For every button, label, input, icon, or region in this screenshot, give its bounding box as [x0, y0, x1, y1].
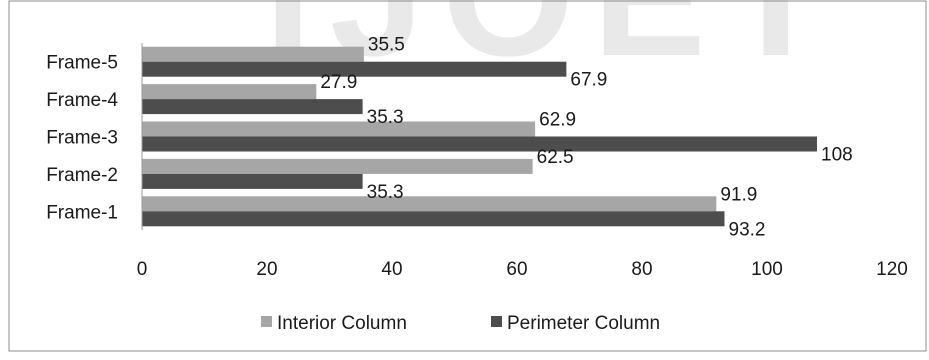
- data-label-perimeter-frame-3: 108: [821, 145, 853, 166]
- category-label-frame-1: Frame-1: [46, 202, 118, 223]
- data-label-interior-frame-3: 62.9: [539, 110, 576, 131]
- bar-interior-frame-5: [142, 46, 364, 62]
- data-label-perimeter-frame-4: 35.3: [367, 107, 404, 128]
- x-tick-label-120: 120: [876, 259, 908, 280]
- category-label-frame-5: Frame-5: [46, 53, 118, 74]
- data-label-interior-frame-4: 27.9: [320, 72, 357, 93]
- bar-perimeter-frame-4: [142, 99, 363, 115]
- category-label-frame-2: Frame-2: [46, 165, 118, 186]
- bar-perimeter-frame-3: [142, 136, 817, 152]
- chart-frame: [8, 0, 927, 352]
- bar-interior-frame-4: [142, 84, 317, 100]
- legend-swatch-perimeter: [491, 316, 502, 327]
- data-label-perimeter-frame-2: 35.3: [367, 182, 404, 203]
- bar-perimeter-frame-5: [142, 61, 567, 77]
- x-tick-label-40: 40: [381, 259, 402, 280]
- data-label-interior-frame-5: 35.5: [368, 35, 405, 56]
- data-label-interior-frame-1: 91.9: [720, 184, 757, 205]
- legend-label-perimeter: Perimeter Column: [507, 313, 660, 334]
- bars-layer: [142, 46, 817, 227]
- category-label-frame-4: Frame-4: [46, 90, 118, 111]
- bar-perimeter-frame-2: [142, 173, 363, 189]
- data-label-perimeter-frame-1: 93.2: [729, 219, 766, 240]
- legend-label-interior: Interior Column: [277, 313, 407, 334]
- bar-interior-frame-2: [142, 158, 533, 174]
- x-tick-label-20: 20: [256, 259, 277, 280]
- axis-layer: Frame-1 Frame-2 Frame-3 Frame-4 Frame-5 0 20 40…: [46, 43, 908, 280]
- data-labels-layer: 91.9 93.2 62.5 35.3 62.9 108 27.9 35.3 35.5 67.9: [320, 35, 852, 241]
- x-tick-label-0: 0: [137, 259, 148, 280]
- data-label-interior-frame-2: 62.5: [537, 147, 574, 168]
- x-tick-label-100: 100: [751, 259, 783, 280]
- legend: Interior Column Perimeter Column: [261, 313, 660, 334]
- bar-interior-frame-3: [142, 121, 536, 137]
- category-label-frame-3: Frame-3: [46, 128, 118, 149]
- x-tick-label-60: 60: [506, 259, 527, 280]
- bar-interior-frame-1: [142, 196, 717, 212]
- bar-perimeter-frame-1: [142, 211, 725, 227]
- legend-swatch-interior: [261, 316, 272, 327]
- x-tick-label-80: 80: [631, 259, 652, 280]
- data-label-perimeter-frame-5: 67.9: [570, 70, 607, 91]
